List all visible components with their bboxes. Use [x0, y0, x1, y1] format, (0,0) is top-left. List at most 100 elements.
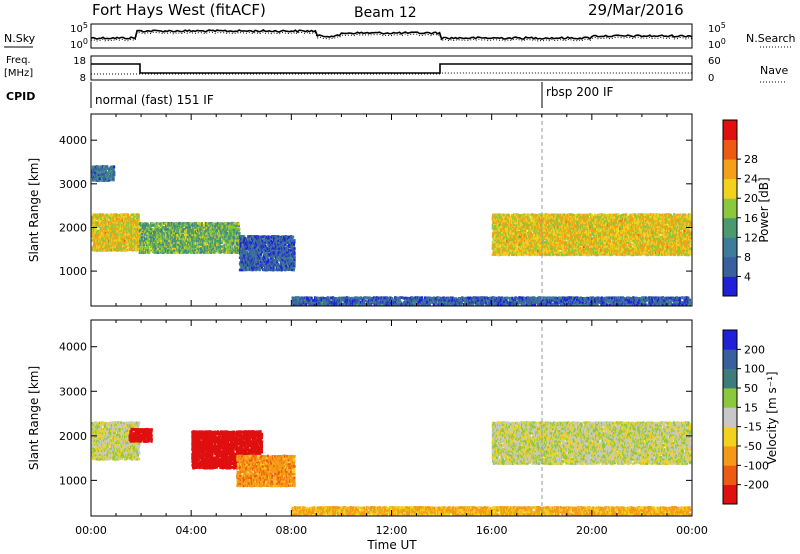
echo-cell — [125, 227, 128, 231]
echo-cell — [97, 234, 100, 238]
echo-cell — [137, 234, 140, 238]
echo-cell — [102, 179, 106, 182]
echo-cell — [293, 247, 296, 250]
echo-cell — [194, 228, 197, 231]
echo-cell — [121, 235, 124, 238]
echo-cell — [101, 167, 104, 171]
echo-cell — [116, 244, 119, 248]
echo-cell — [113, 219, 116, 223]
noise-tick-left-top: 105 — [70, 21, 88, 35]
echo-cell — [160, 243, 163, 246]
echo-cell — [158, 226, 162, 229]
echo-cell — [184, 224, 187, 227]
echo-cell — [180, 233, 183, 237]
echo-cell — [109, 248, 112, 252]
echo-cell — [134, 239, 137, 242]
echo-cell — [91, 219, 94, 223]
echo-cell — [91, 235, 94, 238]
echo-cell — [185, 222, 188, 225]
echo-cell — [103, 171, 106, 175]
echo-cell — [185, 239, 188, 243]
echo-cell — [100, 228, 103, 232]
echo-cell — [161, 249, 165, 252]
echo-cell — [137, 215, 140, 219]
echo-cell — [175, 228, 178, 232]
echo-cell — [143, 245, 146, 249]
echo-cell — [165, 226, 168, 229]
echo-cell — [155, 224, 159, 227]
frequency-panel: Freq. [MHz] 18 8 60 0 Nave — [4, 55, 788, 84]
echo-cell — [105, 171, 108, 175]
echo-cell — [98, 246, 101, 250]
echo-cell — [128, 237, 131, 240]
echo-cell — [176, 224, 179, 228]
echo-cell — [185, 226, 188, 229]
echo-cell — [173, 229, 176, 233]
echo-cell — [114, 227, 118, 231]
echo-cell — [109, 217, 112, 220]
echo-cell — [127, 244, 130, 247]
echo-cell — [130, 230, 133, 234]
echo-cell — [186, 245, 189, 248]
date-title: 29/Mar/2016 — [588, 1, 684, 19]
echo-cell — [122, 242, 125, 246]
echo-cell — [120, 213, 123, 216]
station-title: Fort Hays West (fitACF) — [92, 1, 266, 19]
echo-cell — [96, 235, 99, 238]
echo-cell — [117, 227, 120, 230]
echo-cell — [147, 228, 150, 231]
echo-cell — [145, 243, 149, 247]
echo-cell — [174, 235, 177, 239]
echo-cell — [107, 167, 110, 171]
echo-cell — [98, 167, 101, 170]
echo-cell — [187, 224, 190, 227]
echo-cell — [106, 221, 109, 225]
echo-cell — [168, 239, 171, 242]
echo-cell — [100, 238, 103, 242]
echo-cell — [104, 248, 107, 252]
echo-cell — [162, 233, 165, 237]
echo-cell — [165, 234, 168, 237]
echo-cell — [149, 227, 152, 231]
echo-cell — [109, 225, 112, 229]
echo-cell — [101, 221, 104, 224]
echo-cell — [183, 251, 187, 254]
echo-cell — [173, 231, 176, 235]
echo-cell — [177, 250, 180, 254]
echo-cell — [108, 178, 111, 182]
echo-cell — [141, 239, 144, 242]
echo-cell — [112, 223, 115, 226]
echo-cell — [104, 220, 107, 223]
echo-cell — [123, 247, 126, 250]
echo-cell — [138, 230, 141, 233]
echo-cell — [110, 236, 113, 240]
echo-cell — [189, 239, 192, 243]
echo-cell — [293, 255, 296, 258]
echo-cell — [136, 229, 140, 232]
echo-cell — [117, 248, 120, 252]
echo-cell — [151, 222, 154, 225]
nsky-trace — [90, 29, 693, 41]
echo-cell — [91, 172, 94, 176]
echo-cell — [140, 223, 143, 227]
echo-cell — [101, 240, 104, 244]
echo-cell — [95, 246, 98, 250]
echo-cell — [129, 229, 132, 232]
echo-cell — [161, 245, 164, 248]
echo-cell — [94, 236, 97, 240]
echo-cell — [183, 222, 186, 225]
echo-cell — [126, 215, 130, 218]
echo-cell — [165, 228, 168, 231]
echo-cell — [190, 248, 193, 252]
freq-tick-bottom: 8 — [80, 73, 86, 84]
echo-cell — [148, 250, 151, 254]
echo-cell — [188, 234, 191, 237]
echo-cell — [147, 239, 150, 242]
echo-cell — [159, 247, 162, 250]
echo-cell — [126, 213, 130, 217]
echo-cell — [94, 227, 97, 230]
echo-cell — [163, 251, 166, 254]
echo-cell — [101, 217, 104, 220]
echo-cell — [165, 241, 168, 245]
echo-cell — [109, 169, 112, 173]
